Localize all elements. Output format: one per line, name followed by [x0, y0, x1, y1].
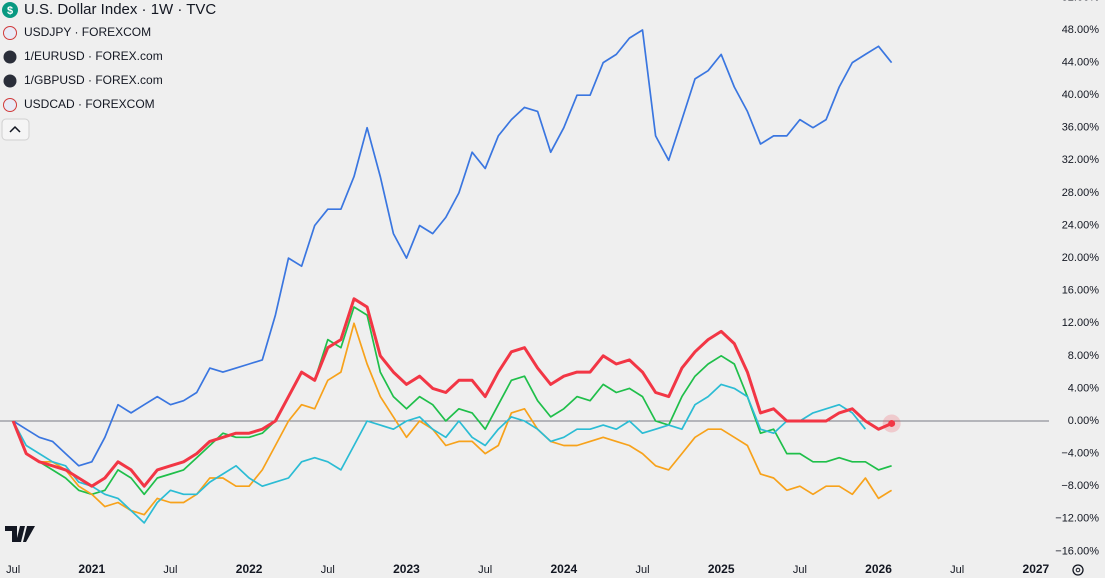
- y-tick-label: −4.00%: [1061, 448, 1099, 460]
- y-tick-label: 24.00%: [1062, 219, 1100, 231]
- legend-label: USDCAD · FOREXCOM: [24, 97, 155, 111]
- x-tick-label: Jul: [478, 564, 492, 576]
- y-tick-label: 8.00%: [1068, 350, 1099, 362]
- legend-icon: [3, 26, 17, 40]
- series-line: [11, 297, 893, 488]
- legend-icon: [2, 2, 18, 18]
- legend-item: $ U.S. Dollar Index · 1W · TVC: [2, 1, 216, 18]
- y-tick-label: −8.00%: [1061, 480, 1099, 492]
- tv-logo: [5, 526, 35, 542]
- x-tick-label: Jul: [6, 564, 20, 576]
- collapse-button[interactable]: [1, 118, 30, 141]
- x-tick-label: Jul: [163, 564, 177, 576]
- legend-icon: [3, 50, 17, 64]
- y-tick-label: 44.00%: [1062, 56, 1100, 68]
- y-tick-label: 12.00%: [1062, 317, 1100, 329]
- legend-item: 1/GBPUSD · FOREX.com: [3, 73, 163, 88]
- x-tick-label: 2021: [78, 562, 105, 576]
- y-tick-label: 32.00%: [1062, 154, 1100, 166]
- x-tick-label: 2022: [236, 562, 263, 576]
- legend-item: USDCAD · FOREXCOM: [3, 97, 155, 112]
- x-tick-label: 2025: [708, 562, 735, 576]
- y-tick-label: 40.00%: [1062, 89, 1100, 101]
- settings-button[interactable]: [1072, 564, 1084, 576]
- y-tick-label: 0.00%: [1068, 415, 1099, 427]
- legend-icon: [3, 98, 17, 112]
- legend-icon: [3, 74, 17, 88]
- y-tick-label: 28.00%: [1062, 187, 1100, 199]
- y-tick-label: 20.00%: [1062, 252, 1100, 264]
- y-tick-label: −16.00%: [1055, 545, 1099, 557]
- x-tick-label: 2024: [550, 562, 577, 576]
- series-line: [12, 29, 893, 467]
- x-tick-label: 2027: [1023, 562, 1050, 576]
- x-tick-label: 2023: [393, 562, 420, 576]
- legend-title: U.S. Dollar Index · 1W · TVC: [24, 1, 216, 18]
- legend-label: 1/GBPUSD · FOREX.com: [24, 73, 163, 87]
- series-line: [12, 322, 893, 516]
- legend-icon-text: $: [7, 5, 13, 17]
- last-value-dot: [888, 419, 896, 427]
- legend-item: USDJPY · FOREXCOM: [3, 25, 151, 40]
- series-line: [12, 383, 867, 524]
- x-tick-label: Jul: [635, 564, 649, 576]
- y-tick-label: 52.00%: [1062, 0, 1100, 3]
- x-tick-label: 2026: [865, 562, 892, 576]
- x-tick-label: Jul: [321, 564, 335, 576]
- y-tick-label: 16.00%: [1062, 285, 1100, 297]
- x-tick-label: Jul: [950, 564, 964, 576]
- y-tick-label: 48.00%: [1062, 24, 1100, 36]
- legend-label: USDJPY · FOREXCOM: [24, 25, 151, 39]
- y-tick-label: 36.00%: [1062, 122, 1100, 134]
- legend-item: 1/EURUSD · FOREX.com: [3, 49, 163, 64]
- legend-label: 1/EURUSD · FOREX.com: [24, 49, 163, 63]
- y-tick-label: −12.00%: [1055, 513, 1099, 525]
- series-line: [12, 306, 892, 496]
- y-tick-label: 4.00%: [1068, 382, 1099, 394]
- x-tick-label: Jul: [793, 564, 807, 576]
